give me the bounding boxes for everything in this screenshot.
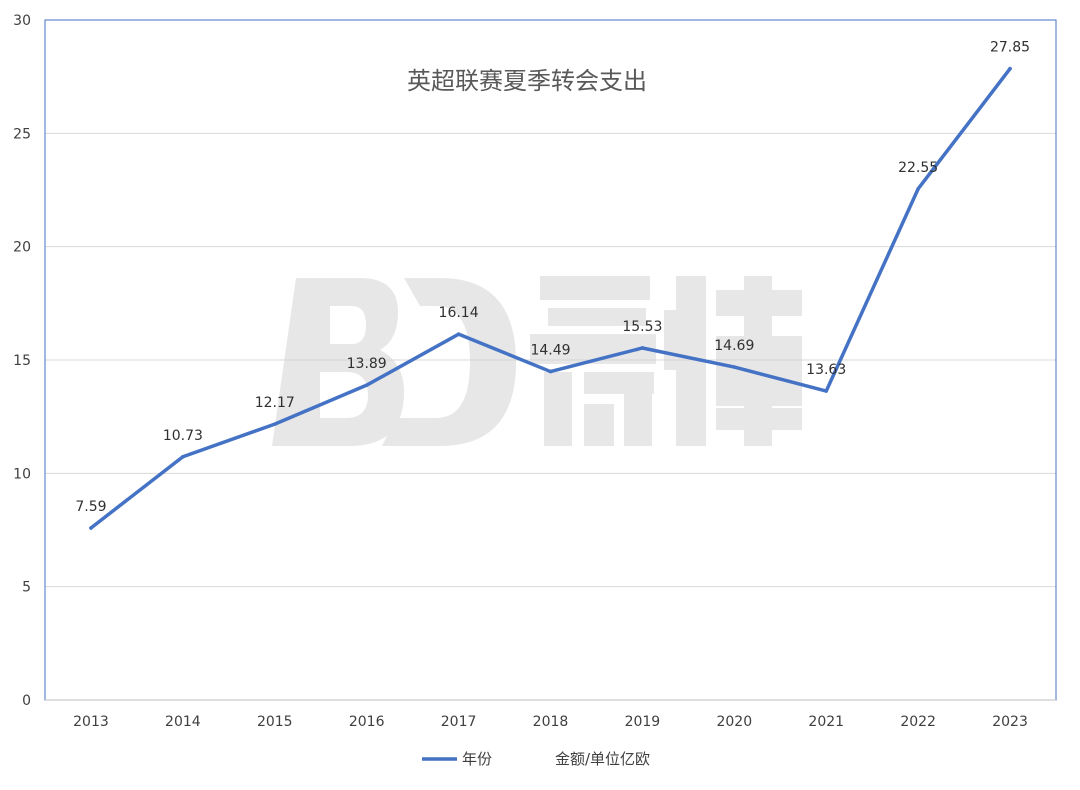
data-label: 27.85: [990, 40, 1030, 56]
x-tick-label: 2014: [165, 714, 201, 730]
data-point: [456, 332, 461, 336]
y-axis-ticks: 0 5 10 15 20 25 30: [13, 13, 31, 709]
x-tick-label: 2019: [625, 714, 661, 730]
data-label: 12.17: [255, 395, 295, 411]
x-tick-label: 2015: [257, 714, 293, 730]
data-label: 13.89: [347, 356, 387, 372]
y-tick-label: 30: [13, 13, 31, 29]
y-tick-label: 25: [13, 126, 31, 142]
legend-series-name: 年份: [462, 750, 492, 768]
data-labels: 7.59 10.73 12.17 13.89 16.14 14.49 15.53 14.69 1…: [75, 40, 1030, 515]
data-point: [181, 454, 185, 459]
data-label: 14.69: [714, 338, 754, 354]
x-axis-ticks: 2013 2014 2015 2016 2017 2018 2019 2020 2021 2022…: [73, 714, 1028, 730]
legend-unit-note: 金额/单位亿欧: [555, 750, 650, 768]
x-tick-label: 2018: [533, 714, 569, 730]
data-label: 13.63: [806, 362, 846, 378]
legend: 年份 金额/单位亿欧: [422, 750, 650, 768]
data-label: 10.73: [163, 428, 203, 444]
data-label: 22.55: [898, 160, 938, 176]
x-tick-label: 2021: [808, 714, 844, 730]
x-tick-label: 2023: [992, 714, 1028, 730]
data-point: [1008, 66, 1012, 71]
x-tick-label: 2017: [441, 714, 477, 730]
data-point: [89, 526, 93, 530]
data-label: 15.53: [622, 319, 662, 335]
x-tick-label: 2013: [73, 714, 109, 730]
y-tick-label: 10: [13, 466, 31, 482]
data-label: 7.59: [75, 499, 106, 515]
y-tick-label: 0: [22, 693, 31, 709]
data-point: [640, 346, 645, 350]
data-point: [364, 383, 369, 387]
y-tick-label: 5: [22, 580, 31, 596]
x-tick-label: 2022: [900, 714, 936, 730]
data-points: [89, 66, 1012, 530]
data-point: [272, 422, 277, 426]
y-tick-label: 20: [13, 240, 31, 256]
x-tick-label: 2020: [716, 714, 752, 730]
data-point: [548, 369, 553, 374]
watermark-letter-b: [272, 278, 404, 446]
watermark-letter-d: [382, 278, 516, 446]
data-point: [732, 365, 737, 369]
x-tick-label: 2016: [349, 714, 385, 730]
data-label: 16.14: [439, 305, 479, 321]
watermark-glyph-2: [664, 276, 802, 446]
chart-title: 英超联赛夏季转会支出: [407, 67, 647, 95]
data-label: 14.49: [530, 343, 570, 359]
data-point: [916, 187, 920, 191]
y-tick-label: 15: [13, 353, 31, 369]
data-point: [824, 389, 829, 393]
